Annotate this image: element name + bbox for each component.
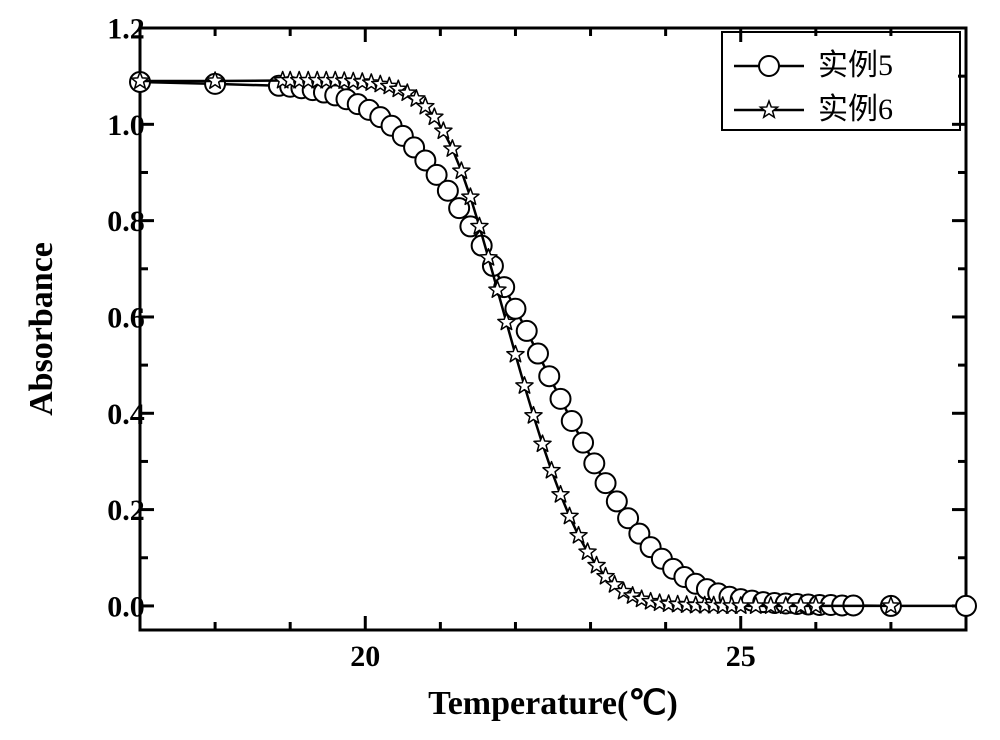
marker-star xyxy=(525,407,542,423)
marker-circle xyxy=(956,596,976,616)
series-line-s6 xyxy=(140,80,891,605)
y-tick-label: 0.4 xyxy=(107,398,145,431)
legend-marker-circle xyxy=(759,56,779,76)
marker-circle xyxy=(517,321,537,341)
marker-circle xyxy=(438,181,458,201)
marker-circle xyxy=(573,433,593,453)
marker-circle xyxy=(584,453,604,473)
y-axis-title: Absorbance xyxy=(23,242,60,416)
marker-circle xyxy=(539,366,559,386)
marker-circle xyxy=(505,299,525,319)
marker-circle xyxy=(596,473,616,493)
legend-label: 实例5 xyxy=(818,49,893,82)
marker-star xyxy=(534,435,551,451)
y-tick-label: 0.0 xyxy=(107,590,145,623)
marker-circle xyxy=(551,389,571,409)
legend-marker-star xyxy=(760,101,777,117)
y-tick-label: 0.2 xyxy=(107,494,145,527)
x-axis-title: Temperature(℃) xyxy=(428,685,678,722)
marker-star xyxy=(588,556,605,572)
marker-star xyxy=(444,140,461,156)
y-tick-label: 0.8 xyxy=(107,205,145,238)
series-line-s5 xyxy=(140,82,966,606)
marker-circle xyxy=(562,411,582,431)
absorbance-chart: 20 25 Temperature(℃) 0.0 0.2 0.4 0.6 0.8 1.0 1.2 A… xyxy=(0,0,1000,735)
marker-star xyxy=(579,543,596,559)
x-tick-label: 20 xyxy=(350,640,380,673)
chart-container: 20 25 Temperature(℃) 0.0 0.2 0.4 0.6 0.8 1.0 1.2 A… xyxy=(0,0,1000,735)
marker-star xyxy=(435,122,452,138)
marker-circle xyxy=(528,344,548,364)
legend-label: 实例6 xyxy=(818,93,893,126)
y-tick-label: 0.6 xyxy=(107,301,145,334)
legend: 实例5实例6 xyxy=(722,32,960,130)
marker-star xyxy=(453,162,470,178)
marker-star xyxy=(516,377,533,393)
y-tick-label: 1.2 xyxy=(107,13,145,46)
marker-star xyxy=(543,462,560,478)
x-tick-label: 25 xyxy=(726,640,756,673)
y-tick-label: 1.0 xyxy=(107,109,145,142)
marker-star xyxy=(552,486,569,502)
marker-star xyxy=(570,527,587,543)
marker-star xyxy=(507,346,524,362)
marker-star xyxy=(561,507,578,523)
